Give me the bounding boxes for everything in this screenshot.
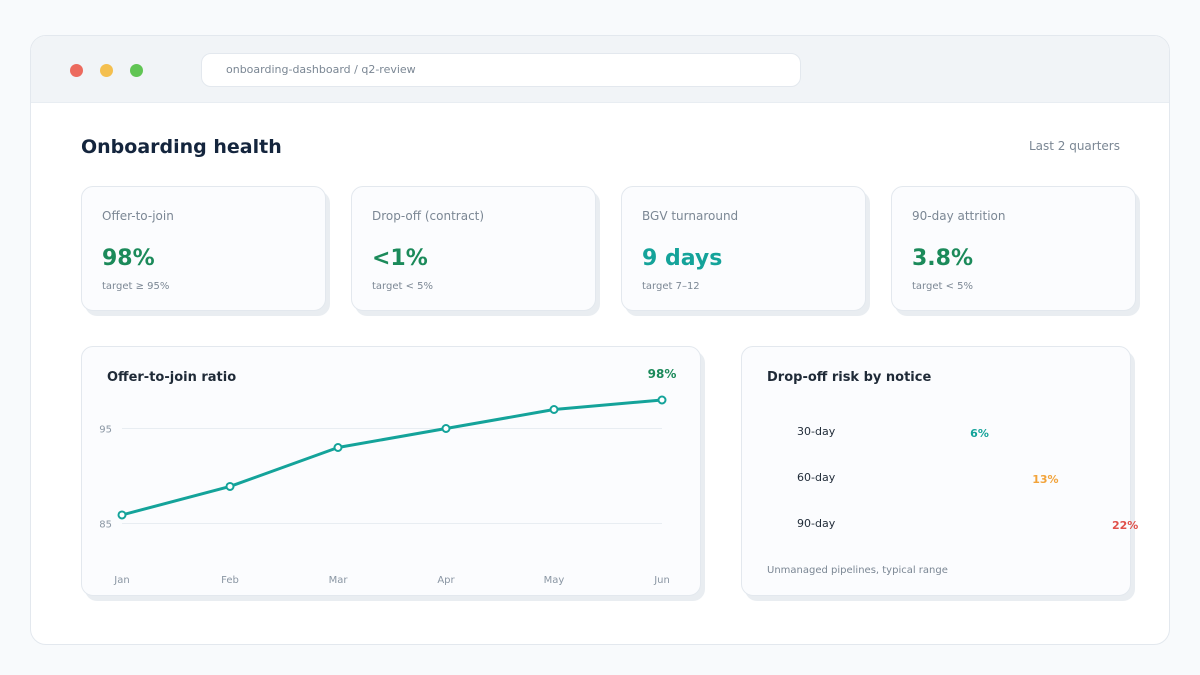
kpi-target: target 7–12 (642, 281, 700, 292)
period-label: Last 2 quarters (1028, 139, 1120, 153)
kpi-value: 98% (102, 246, 155, 271)
x-tick-label: Feb (221, 575, 239, 586)
drop-off-risk-panel: Drop-off risk by notice 30-day 6% 60-day 13… (741, 346, 1138, 596)
data-point (657, 395, 667, 405)
kpi-card-offer-to-join: Offer-to-join 98% target ≥ 95% (81, 186, 326, 311)
close-window-button[interactable] (70, 64, 83, 77)
address-bar[interactable]: onboarding-dashboard / q2-review (201, 53, 801, 87)
title-bar: onboarding-dashboard / q2-review (31, 36, 1169, 103)
page-title: Onboarding health (81, 136, 282, 158)
offer-to-join-chart-panel: 85 95 Jan Feb Mar Apr May Jun 98% Offer-to-join … (81, 346, 701, 596)
kpi-value: 3.8% (912, 246, 974, 271)
kpi-label: 90-day attrition (912, 209, 1006, 223)
data-point (441, 424, 451, 433)
kpi-label: BGV turnaround (642, 209, 739, 223)
risk-row-label: 90-day (797, 517, 836, 530)
kpi-target: target < 5% (372, 281, 434, 292)
kpi-card-90-day-attrition: 90-day attrition 3.8% target < 5% (891, 186, 1136, 311)
kpi-card-bgv-turnaround: BGV turnaround 9 days target 7–12 (621, 186, 866, 311)
kpi-target: target < 5% (912, 281, 974, 292)
risk-panel-title: Drop-off risk by notice (767, 370, 932, 385)
risk-note: Unmanaged pipelines, typical range (767, 565, 948, 576)
series-line (120, 398, 664, 517)
end-value-label: 98% (648, 367, 677, 381)
maximize-window-button[interactable] (130, 64, 143, 77)
kpi-label: Offer-to-join (102, 209, 174, 223)
risk-row-value: 22% (1112, 519, 1139, 532)
data-point (333, 443, 343, 452)
data-point (549, 405, 559, 414)
minimize-window-button[interactable] (100, 64, 113, 77)
kpi-value: <1% (372, 246, 428, 271)
kpi-label: Drop-off (contract) (372, 209, 485, 223)
y-tick-label: 85 (99, 520, 112, 531)
risk-row-value: 6% (970, 427, 989, 440)
x-tick-label: May (544, 575, 565, 586)
data-point (117, 510, 127, 520)
x-tick-label: Jun (653, 575, 670, 586)
risk-row-label: 30-day (797, 425, 836, 438)
x-tick-label: Jan (113, 575, 129, 586)
browser-window: onboarding-dashboard / q2-review Onboard… (30, 35, 1170, 645)
risk-row-label: 60-day (797, 471, 836, 484)
data-point (225, 481, 235, 491)
kpi-card-drop-off: Drop-off (contract) <1% target < 5% (351, 186, 596, 311)
kpi-target: target ≥ 95% (102, 281, 170, 292)
y-tick-label: 95 (99, 425, 112, 436)
chart-title: Offer-to-join ratio (107, 370, 237, 385)
x-tick-label: Apr (437, 575, 455, 586)
x-tick-label: Mar (329, 575, 349, 586)
kpi-value: 9 days (642, 246, 723, 271)
offer-to-join-chart: 85 95 Jan Feb Mar Apr May Jun 98% (99, 367, 677, 586)
risk-row-value: 13% (1032, 473, 1059, 486)
